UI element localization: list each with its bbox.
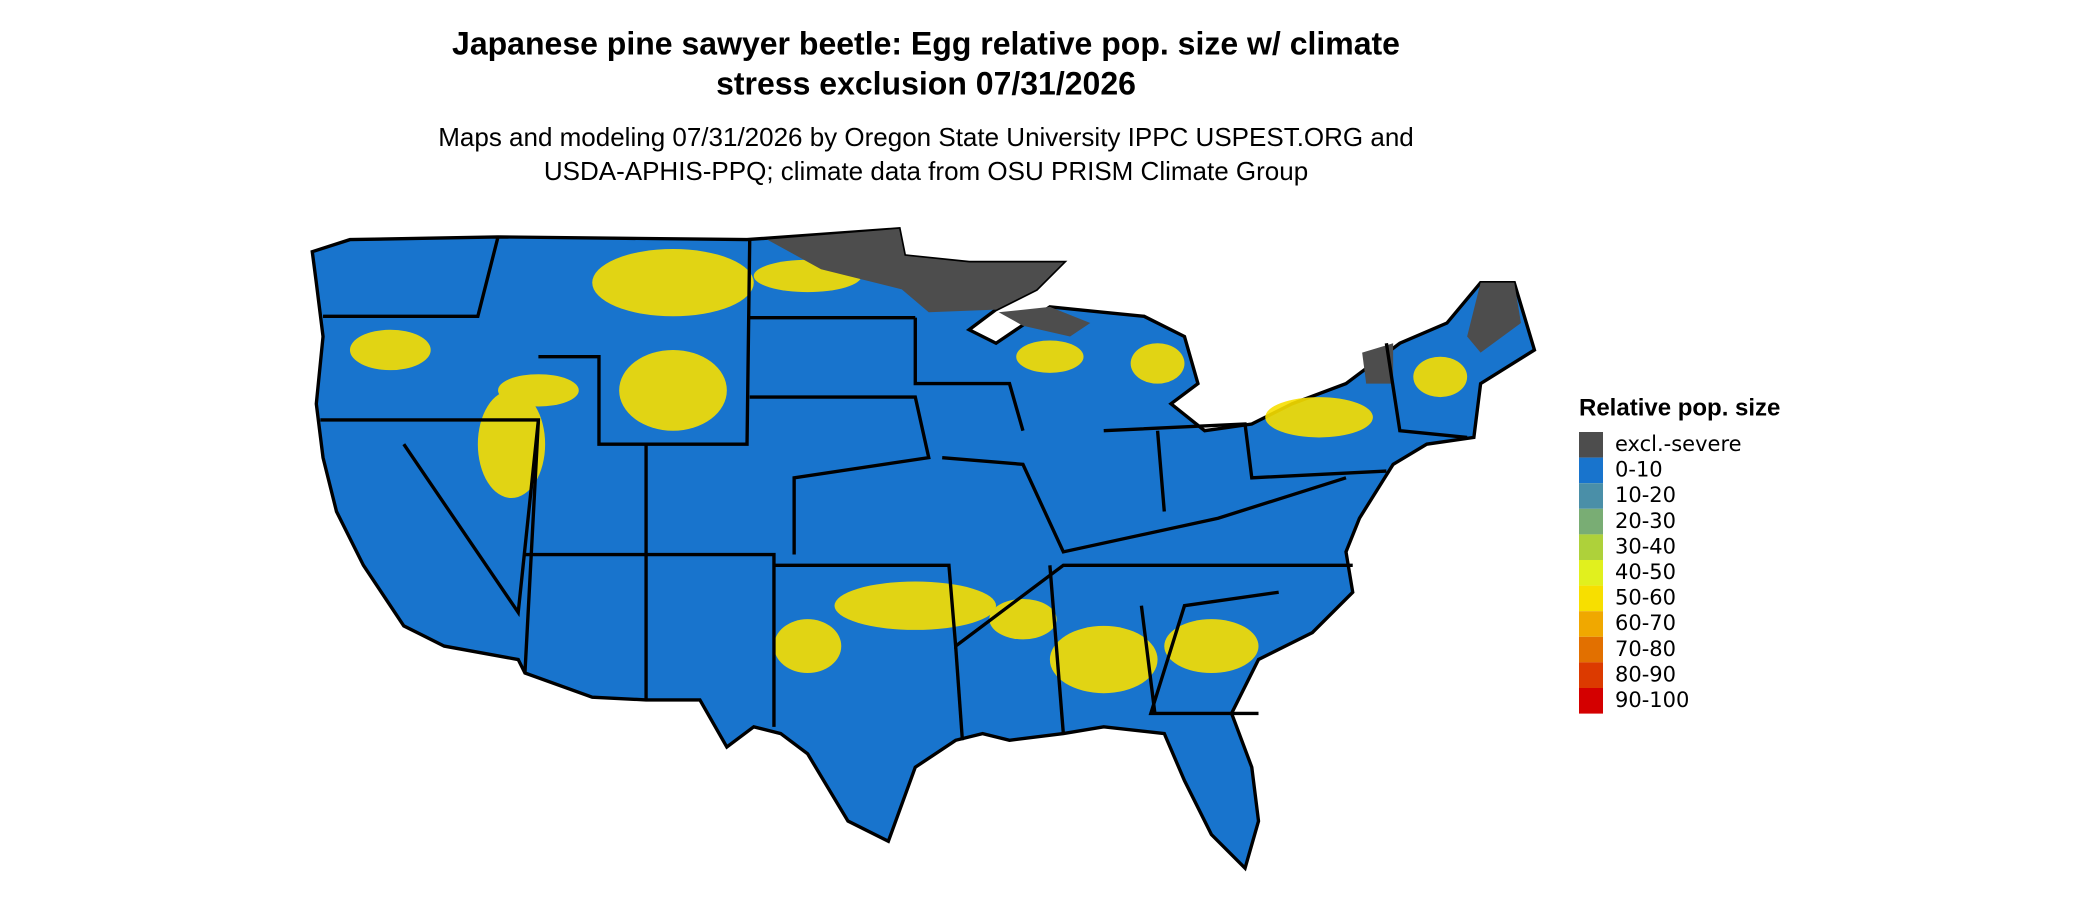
legend-swatch	[1579, 560, 1603, 586]
excluded-areas	[767, 228, 1521, 384]
legend-label: 40-50	[1615, 560, 1676, 584]
title: Japanese pine sawyer beetle: Egg relativ…	[452, 25, 1400, 61]
legend-label: 30-40	[1615, 534, 1676, 558]
border	[323, 236, 500, 318]
legend-title: Relative pop. size	[1579, 394, 1780, 421]
suitable-areas	[349, 249, 1468, 694]
border	[942, 455, 1347, 554]
legend-swatch	[1579, 688, 1603, 714]
area	[477, 390, 546, 499]
area	[1362, 343, 1394, 384]
us-outline	[310, 227, 1537, 872]
border	[1384, 342, 1468, 440]
legend-swatch	[1579, 457, 1603, 484]
legend-swatch	[1579, 508, 1603, 535]
border	[1148, 590, 1279, 716]
legend-label: 70-80	[1615, 637, 1676, 661]
subtitle: USDA-APHIS-PPQ; climate data from OSU PR…	[544, 156, 1308, 186]
border	[1155, 430, 1166, 512]
border	[749, 395, 931, 555]
legend-label: 90-100	[1615, 688, 1689, 712]
area	[1130, 343, 1185, 384]
map	[310, 227, 1537, 872]
border	[1048, 565, 1066, 734]
legend-swatch	[1579, 432, 1603, 458]
legend-label: excl.-severe	[1615, 432, 1742, 456]
state-borders	[320, 236, 1468, 741]
legend-swatch	[1579, 611, 1603, 637]
area	[1467, 282, 1521, 353]
legend-swatch	[1579, 483, 1603, 509]
legend-label: 50-60	[1615, 586, 1676, 610]
border	[913, 317, 1025, 432]
area	[1016, 340, 1084, 373]
area	[1164, 619, 1259, 673]
area	[349, 329, 431, 371]
legend: Relative pop. size excl.-severe0-1010-202…	[1579, 394, 1780, 714]
area	[1049, 625, 1158, 694]
legend-swatch	[1579, 534, 1603, 560]
area	[498, 374, 579, 407]
border	[524, 552, 776, 727]
area	[1265, 397, 1373, 438]
legend-swatch	[1579, 585, 1603, 612]
legend-label: 80-90	[1615, 662, 1676, 686]
area	[773, 619, 842, 673]
border	[1103, 422, 1387, 480]
titles: Japanese pine sawyer beetle: Egg relativ…	[438, 25, 1414, 185]
border	[402, 419, 541, 618]
legend-label: 0-10	[1615, 458, 1663, 482]
legend-swatch	[1579, 636, 1603, 663]
border	[538, 239, 752, 446]
legend-label: 60-70	[1615, 611, 1676, 635]
area	[592, 249, 754, 317]
area	[834, 581, 997, 630]
border	[773, 563, 1353, 650]
area	[1413, 356, 1468, 398]
area	[998, 306, 1091, 337]
legend-label: 20-30	[1615, 509, 1676, 533]
title: stress exclusion 07/31/2026	[716, 65, 1136, 101]
subtitle: Maps and modeling 07/31/2026 by Oregon S…	[438, 122, 1414, 152]
area	[989, 598, 1057, 640]
area	[619, 349, 727, 431]
border	[953, 645, 965, 741]
legend-label: 10-20	[1615, 483, 1676, 507]
border	[1139, 605, 1157, 714]
area	[767, 228, 1064, 313]
legend-swatch	[1579, 662, 1603, 688]
